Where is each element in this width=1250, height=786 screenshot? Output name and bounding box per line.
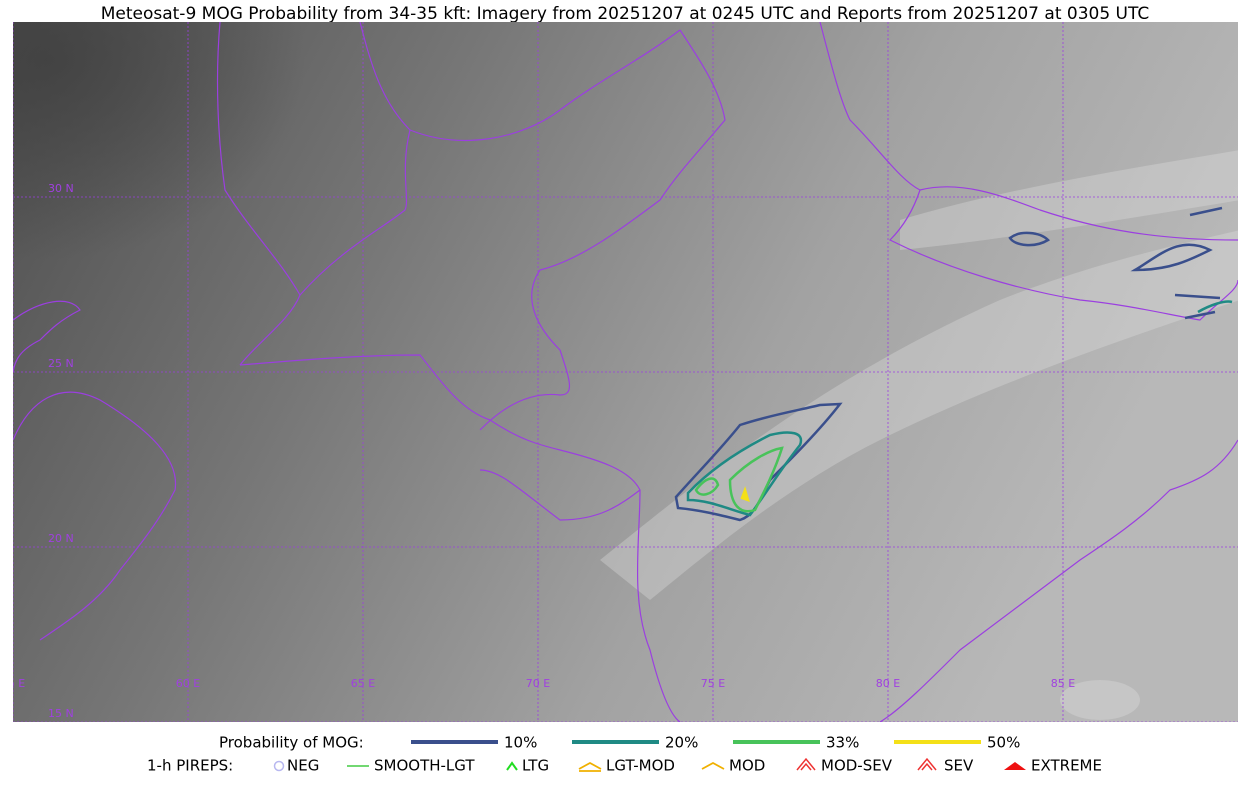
cloud-band xyxy=(600,150,1238,720)
mog-contours xyxy=(674,206,1233,522)
graticule: 30 N 25 N 20 N 15 N 55 E 60 E 65 E 70 E 75 E 80 E… xyxy=(1,22,1238,722)
lon-label: 75 E xyxy=(701,677,725,690)
pirep-icon xyxy=(1004,762,1026,770)
dark-region xyxy=(13,22,410,320)
lon-label: 80 E xyxy=(876,677,900,690)
lon-label: 55 E xyxy=(1,677,25,690)
lat-label: 25 N xyxy=(48,357,74,370)
pirep-label: LTG xyxy=(522,757,549,775)
lat-label: 15 N xyxy=(48,707,74,720)
pirep-label: SMOOTH-LGT xyxy=(374,757,475,775)
legend-label: 33% xyxy=(826,734,859,752)
lon-label: 65 E xyxy=(351,677,375,690)
pirep-icon xyxy=(796,757,816,771)
lat-label: 20 N xyxy=(48,532,74,545)
legend-title: Probability of MOG: xyxy=(219,734,364,752)
legend-label: 50% xyxy=(987,734,1020,752)
pirep-icon xyxy=(917,757,937,771)
title: Meteosat-9 MOG Probability from 34-35 kf… xyxy=(101,4,1150,24)
pirep-icon xyxy=(578,761,602,772)
lon-label: 85 E xyxy=(1051,677,1075,690)
pirep-icon xyxy=(506,761,518,771)
pirep-icon xyxy=(701,761,725,770)
pirep-label: EXTREME xyxy=(1031,757,1102,775)
pirep-icon xyxy=(273,760,285,772)
legend: Probability of MOG: 10% 20% 33% 50% 1-h PIREP… xyxy=(147,734,1102,775)
legend-label: 10% xyxy=(504,734,537,752)
pirep-label: NEG xyxy=(287,757,319,775)
pirep-label: MOD xyxy=(729,757,765,775)
lon-label: 60 E xyxy=(176,677,200,690)
legend-label: 20% xyxy=(665,734,698,752)
pirep-label: LGT-MOD xyxy=(606,757,675,775)
legend-title: 1-h PIREPS: xyxy=(147,757,233,775)
pirep-label: SEV xyxy=(944,757,974,775)
map: 30 N 25 N 20 N 15 N 55 E 60 E 65 E 70 E 75 E 80 E… xyxy=(1,22,1238,722)
lon-label: 70 E xyxy=(526,677,550,690)
pirep-label: MOD-SEV xyxy=(821,757,893,775)
lat-label: 30 N xyxy=(48,182,74,195)
